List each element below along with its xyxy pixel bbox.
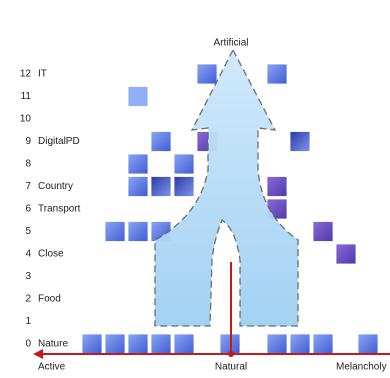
row-label: IT [38, 69, 47, 80]
row-label: Food [38, 294, 61, 305]
cell [266, 333, 288, 355]
cell [289, 333, 311, 355]
left-label: Active [38, 362, 66, 373]
cell [127, 86, 149, 107]
row-number: 11 [21, 91, 32, 102]
cell [173, 153, 195, 175]
row-number: 5 [25, 226, 31, 237]
cell [127, 333, 149, 355]
arrow [154, 48, 299, 327]
cell [127, 221, 149, 242]
row-number: 3 [25, 271, 31, 282]
cell [357, 333, 379, 355]
row-number: 2 [25, 294, 31, 305]
cell [312, 333, 334, 355]
row-number: 1 [25, 316, 31, 327]
cell [289, 131, 311, 152]
row-number: 10 [20, 114, 32, 125]
cell [150, 333, 172, 355]
cell [335, 243, 357, 265]
row-number: 12 [20, 69, 32, 80]
row-label: Transport [38, 204, 81, 215]
cell [104, 221, 126, 242]
cell [173, 333, 195, 355]
row-number: 0 [25, 339, 31, 350]
row-number: 7 [25, 181, 31, 192]
cell [196, 63, 218, 85]
row-number: 6 [25, 204, 31, 215]
cell [150, 131, 172, 152]
row-number: 8 [25, 159, 31, 170]
center-label: Natural [215, 362, 247, 373]
origin-dot [228, 351, 234, 357]
top-label: Artificial [213, 38, 248, 49]
cell [81, 333, 103, 355]
row-number: 9 [25, 136, 31, 147]
row-number: 4 [25, 249, 31, 260]
axis-arrowhead [33, 349, 43, 359]
cell [127, 176, 149, 197]
row-label: Close [38, 249, 64, 260]
row-label: Nature [38, 339, 68, 350]
cell [173, 176, 195, 197]
row-label: DigitalPD [38, 136, 80, 147]
cell [266, 63, 288, 85]
cell [150, 176, 172, 197]
cell [104, 333, 126, 355]
cell [127, 153, 149, 175]
right-label: Melancholy [336, 362, 387, 373]
row-label: Country [38, 181, 73, 192]
cell [266, 176, 288, 197]
cell [312, 221, 334, 242]
